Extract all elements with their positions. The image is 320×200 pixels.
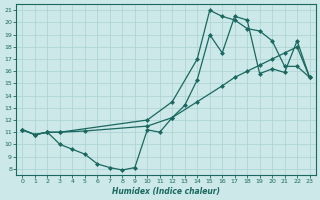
X-axis label: Humidex (Indice chaleur): Humidex (Indice chaleur) xyxy=(112,187,220,196)
